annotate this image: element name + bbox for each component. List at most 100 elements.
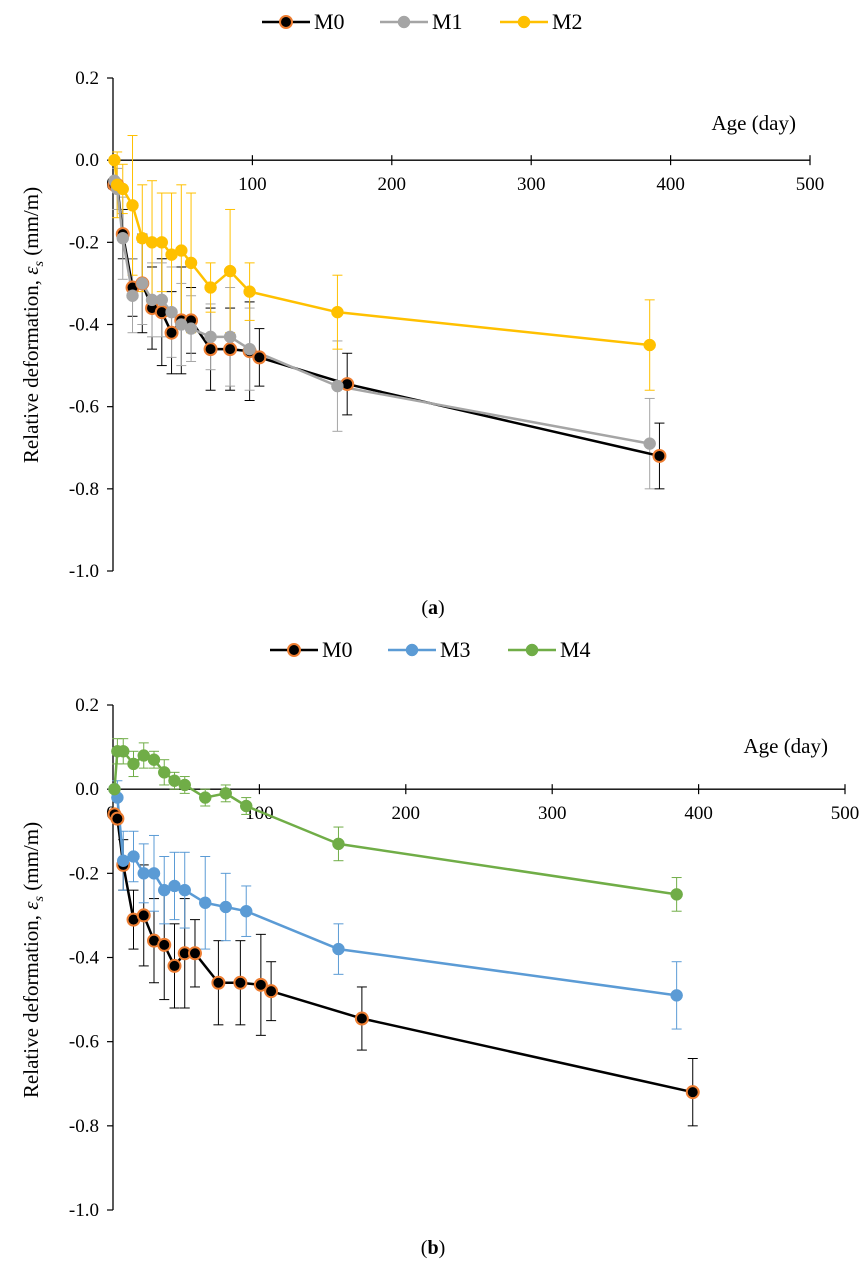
y-tick-label-a: -0.2 [69, 232, 99, 253]
x-tick-label-b: 300 [538, 803, 567, 824]
y-axis-title-sub-b: s [32, 895, 47, 901]
y-tick-label-b: 0.0 [75, 779, 99, 800]
point-m2-a [175, 244, 188, 257]
point-m1-a [116, 231, 130, 245]
point-m2-a [223, 264, 237, 278]
point-m2-a [331, 305, 344, 319]
point-m3-b [332, 942, 345, 956]
point-m0-b [110, 811, 125, 826]
point-m1-a [126, 289, 139, 302]
x-tick-label-a: 300 [517, 174, 546, 195]
point-m1-a [155, 293, 169, 307]
point-m0-a [223, 342, 238, 357]
x-axis-title-b: Age (day) [743, 734, 828, 758]
point-m2-a [116, 182, 130, 196]
legend-item-m2-a: M2 [500, 9, 583, 34]
point-m1-a [165, 305, 178, 319]
legend-swatch-marker-m1-a [397, 15, 411, 29]
point-m3-b [147, 867, 161, 880]
point-m2-a [108, 153, 121, 167]
legend-item-m0-b: M0 [270, 637, 353, 662]
point-m0-b [136, 908, 151, 923]
y-axis-title-symbol-a: ε [19, 266, 43, 275]
legend-label-m3-b: M3 [440, 637, 471, 662]
y-tick-label-a: -0.4 [69, 315, 100, 336]
point-m0-a [252, 350, 267, 365]
caption-letter-b: b [427, 1237, 438, 1259]
x-tick-label-b: 400 [684, 803, 713, 824]
point-m4-b [198, 791, 212, 804]
point-m4-b [127, 757, 140, 771]
point-m0-b [264, 984, 279, 999]
point-m4-b [178, 778, 191, 792]
point-m1-a [136, 277, 149, 290]
y-tick-label-a: -0.8 [69, 479, 99, 500]
x-tick-label-a: 200 [378, 174, 407, 195]
point-m4-b [239, 799, 253, 813]
y-axis-title-unit-b: (mm/m) [19, 822, 43, 896]
point-m0-b [233, 975, 248, 990]
x-tick-label-a: 500 [796, 174, 825, 195]
legend-swatch-marker-m2-a [517, 15, 531, 29]
legend-swatch-marker-m4-b [525, 643, 539, 657]
point-m4-b [147, 753, 161, 766]
point-m1-a [204, 330, 217, 344]
point-m3-b [239, 904, 253, 918]
x-tick-label-a: 100 [238, 174, 267, 195]
legend-label-m4-b: M4 [560, 637, 591, 662]
x-axis-title-a: Age (day) [711, 111, 796, 135]
y-tick-label-b: -0.8 [69, 1116, 99, 1137]
point-m1-a [223, 330, 237, 344]
y-axis-title-unit-a: (mm/m) [19, 187, 43, 261]
point-m0-a [652, 448, 667, 463]
point-m1-a [643, 437, 656, 450]
y-axis-title-main-a: Relative deformation, [19, 275, 43, 463]
point-m1-a [331, 379, 344, 393]
legend-swatch-marker-m3-b [405, 643, 419, 657]
y-tick-label-a: -0.6 [69, 397, 99, 418]
legend-swatch-marker-m0-a [279, 15, 293, 29]
point-m0-a [164, 325, 179, 340]
point-m0-b [253, 977, 268, 992]
point-m2-a [184, 256, 198, 270]
legend-item-m4-b: M4 [508, 637, 591, 662]
point-m3-b [127, 850, 140, 863]
legend-a: M0 M1 M2 [262, 9, 583, 34]
point-m3-b [178, 883, 191, 897]
point-m4-b [332, 837, 345, 851]
point-m0-b [211, 975, 226, 990]
x-tick-label-b: 200 [392, 803, 421, 824]
markers-a [107, 153, 667, 463]
point-m3-b [670, 989, 683, 1002]
legend-item-m3-b: M3 [388, 637, 471, 662]
x-tick-label-b: 500 [831, 803, 860, 824]
point-m2-a [126, 199, 139, 212]
y-tick-label-b: -0.2 [69, 863, 99, 884]
y-tick-label-b: 0.2 [75, 695, 99, 716]
point-m2-a [643, 338, 656, 352]
point-m3-b [198, 896, 212, 910]
y-axis-title-b: Relative deformation, εs (mm/m) [19, 822, 47, 1098]
legend-label-m2-a: M2 [552, 9, 583, 34]
y-tick-label-b: -1.0 [69, 1200, 99, 1221]
y-tick-label-a: 0.0 [75, 150, 99, 171]
y-axis-title-a: Relative deformation, εs (mm/m) [19, 187, 47, 463]
point-m4-b [108, 782, 121, 796]
y-tick-label-b: -0.6 [69, 1032, 99, 1053]
legend-item-m0-a: M0 [262, 9, 345, 34]
point-m1-a [184, 322, 198, 335]
y-axis-title-sub-a: s [32, 260, 47, 266]
point-m2-a [204, 281, 217, 294]
series-line-m1-a [113, 180, 650, 445]
point-m1-a [243, 342, 256, 356]
point-m0-b [685, 1085, 700, 1100]
point-m0-b [354, 1011, 369, 1026]
point-m0-b [157, 937, 172, 952]
legend-label-m0-b: M0 [322, 637, 353, 662]
point-m4-b [157, 766, 171, 779]
y-tick-label-a: 0.2 [75, 68, 99, 89]
legend-label-m1-a: M1 [432, 9, 463, 34]
